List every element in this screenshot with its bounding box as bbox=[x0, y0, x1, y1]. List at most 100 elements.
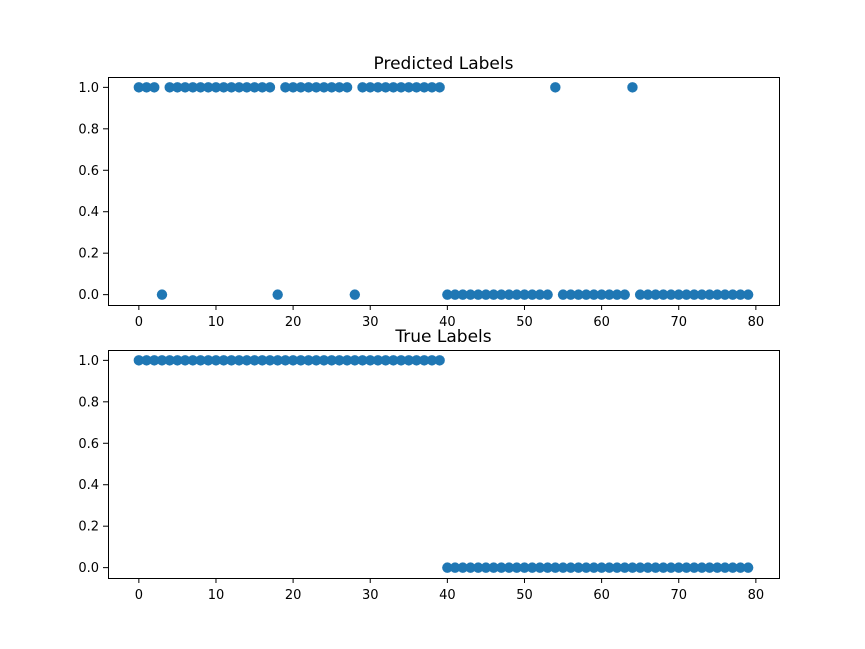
data-point bbox=[557, 562, 569, 573]
data-point bbox=[334, 355, 345, 366]
data-point bbox=[604, 562, 615, 573]
data-point bbox=[149, 82, 160, 93]
data-point bbox=[395, 355, 407, 366]
data-point bbox=[465, 289, 476, 300]
data-point bbox=[465, 562, 476, 573]
data-point bbox=[334, 82, 345, 93]
data-point bbox=[349, 289, 361, 300]
data-point bbox=[642, 562, 654, 573]
data-point bbox=[318, 82, 330, 93]
data-point bbox=[403, 82, 414, 93]
y-tick-label: 0.4 bbox=[78, 205, 99, 220]
data-point bbox=[557, 289, 569, 300]
data-point bbox=[712, 562, 723, 573]
data-point bbox=[511, 289, 522, 300]
data-point bbox=[172, 82, 183, 93]
data-point bbox=[619, 562, 630, 573]
data-point bbox=[596, 289, 607, 300]
data-point bbox=[688, 562, 700, 573]
data-point bbox=[388, 355, 399, 366]
data-point bbox=[341, 355, 353, 366]
x-tick-label: 40 bbox=[439, 588, 456, 603]
x-tick-label: 10 bbox=[208, 588, 225, 603]
subplot-2: True Labels 0 10 20 30 40 50 60 70 80 0.0 0.2 0.4 0.6… bbox=[78, 327, 780, 603]
y-tick-label: 0.4 bbox=[78, 478, 99, 493]
x-tick-label: 0 bbox=[135, 315, 143, 330]
data-point bbox=[534, 562, 546, 573]
data-point bbox=[727, 562, 738, 573]
data-point bbox=[365, 355, 376, 366]
chart-title: True Labels bbox=[394, 327, 491, 347]
data-point bbox=[704, 289, 715, 300]
y-tick-label: 1.0 bbox=[78, 81, 99, 96]
data-point bbox=[318, 355, 330, 366]
x-tick-label: 80 bbox=[748, 588, 765, 603]
data-point bbox=[719, 562, 731, 573]
data-point bbox=[580, 289, 592, 300]
x-tick-label: 60 bbox=[593, 315, 610, 330]
data-point bbox=[658, 562, 669, 573]
data-point bbox=[473, 562, 484, 573]
data-point bbox=[488, 562, 499, 573]
data-point bbox=[187, 82, 199, 93]
data-point bbox=[627, 562, 638, 573]
data-point bbox=[195, 355, 206, 366]
data-point bbox=[233, 355, 245, 366]
data-point bbox=[627, 82, 638, 93]
data-point bbox=[303, 82, 314, 93]
data-point bbox=[503, 289, 515, 300]
x-tick-label: 0 bbox=[135, 588, 143, 603]
data-point bbox=[588, 562, 600, 573]
data-point bbox=[588, 289, 600, 300]
data-point bbox=[650, 289, 661, 300]
data-point bbox=[550, 562, 561, 573]
data-point bbox=[534, 289, 546, 300]
data-point bbox=[249, 82, 260, 93]
data-point bbox=[426, 355, 438, 366]
data-point bbox=[326, 355, 337, 366]
y-tick-label: 0.2 bbox=[78, 520, 99, 535]
data-point bbox=[195, 82, 206, 93]
data-point bbox=[442, 289, 453, 300]
data-point bbox=[149, 355, 160, 366]
data-point bbox=[550, 82, 561, 93]
data-point bbox=[249, 355, 260, 366]
data-point bbox=[365, 82, 376, 93]
data-point bbox=[665, 289, 677, 300]
data-point bbox=[457, 562, 468, 573]
data-point bbox=[295, 355, 307, 366]
data-point bbox=[735, 562, 746, 573]
data-point bbox=[565, 289, 576, 300]
data-point bbox=[634, 289, 646, 300]
data-point bbox=[264, 355, 276, 366]
data-point bbox=[496, 562, 507, 573]
data-point bbox=[311, 355, 322, 366]
scatter-series bbox=[133, 82, 754, 300]
y-tick-label: 0.6 bbox=[78, 437, 99, 452]
data-point bbox=[133, 355, 145, 366]
data-point bbox=[164, 355, 175, 366]
data-point bbox=[688, 289, 700, 300]
data-point bbox=[280, 82, 291, 93]
data-point bbox=[395, 82, 407, 93]
y-tick-label: 0.0 bbox=[78, 288, 99, 303]
y-tick-label: 0.2 bbox=[78, 247, 99, 262]
data-point bbox=[742, 562, 754, 573]
data-point bbox=[526, 562, 538, 573]
data-point bbox=[203, 355, 214, 366]
data-point bbox=[542, 562, 553, 573]
x-tick-label: 80 bbox=[748, 315, 765, 330]
data-point bbox=[673, 289, 684, 300]
data-point bbox=[287, 82, 299, 93]
data-point bbox=[434, 82, 445, 93]
data-point bbox=[133, 82, 145, 93]
data-point bbox=[210, 82, 222, 93]
x-tick-label: 60 bbox=[593, 588, 610, 603]
data-point bbox=[156, 355, 168, 366]
data-point bbox=[388, 82, 399, 93]
data-point bbox=[488, 289, 499, 300]
data-point bbox=[357, 82, 368, 93]
data-point bbox=[203, 82, 214, 93]
data-point bbox=[650, 562, 661, 573]
